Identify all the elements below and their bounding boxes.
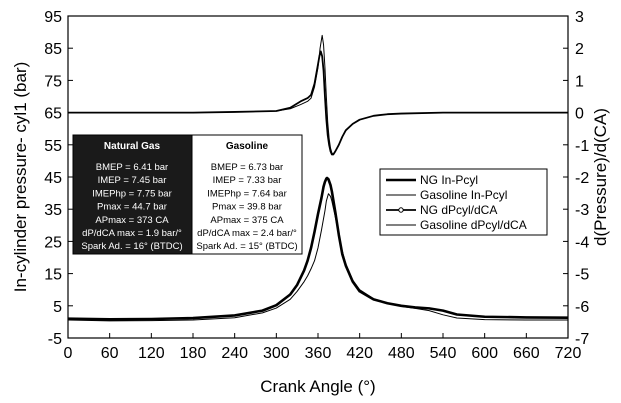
info-box-ng-line: dP/dCA max = 1.9 bar/° xyxy=(82,228,182,239)
legend-marker xyxy=(398,207,404,213)
y-tick-label: 85 xyxy=(44,41,62,58)
x-tick-label: 420 xyxy=(346,345,373,362)
x-tick-label: 60 xyxy=(101,345,119,362)
y-tick-label: 45 xyxy=(44,170,62,187)
info-box-ng-lines: BMEP = 6.41 bar IMEP = 7.45 bar IMEPhp = 7… xyxy=(81,162,182,252)
y-tick-label: 55 xyxy=(44,138,62,155)
y-tick-label: 5 xyxy=(53,299,62,316)
x-tick-label: 300 xyxy=(263,345,290,362)
x-tick-label: 660 xyxy=(513,345,540,362)
y2-tick-label: -3 xyxy=(575,202,589,219)
legend-label: Gasoline In-Pcyl xyxy=(420,188,507,202)
info-box-ng-line: IMEP = 7.45 bar xyxy=(98,175,167,186)
info-box-ng-line: Pmax = 44.7 bar xyxy=(97,202,167,213)
y2-tick-label: -5 xyxy=(575,267,589,284)
x-tick-label: 360 xyxy=(305,345,332,362)
info-box-ng-line: IMEPhp = 7.75 bar xyxy=(92,188,171,199)
info-box-ng-line: APmax = 373 CA xyxy=(95,215,169,226)
y2-tick-label: -2 xyxy=(575,170,589,187)
info-box-gasoline-panel xyxy=(191,134,303,255)
x-tick-label: 480 xyxy=(388,345,415,362)
info-box-gasoline-line: Pmax = 39.8 bar xyxy=(212,202,282,213)
y2-tick-label: -4 xyxy=(575,234,589,251)
y-tick-label: -5 xyxy=(48,331,62,348)
x-axis-title: Crank Angle (°) xyxy=(260,377,375,396)
series-line-4 xyxy=(68,34,568,155)
y-tick-label: 25 xyxy=(44,234,62,251)
legend-label: NG dPcyl/dCA xyxy=(420,203,497,217)
y-tick-label: 15 xyxy=(44,267,62,284)
info-box-gasoline-line: BMEP = 6.73 bar xyxy=(211,162,283,173)
info-box-gasoline-line: dP/dCA max = 2.4 bar/° xyxy=(197,228,297,239)
info-box-ng-panel xyxy=(72,134,193,255)
y2-tick-label: -1 xyxy=(575,138,589,155)
x-tick-label: 240 xyxy=(221,345,248,362)
x-tick-label: 600 xyxy=(471,345,498,362)
y-tick-label: 35 xyxy=(44,202,62,219)
info-box-ng-line: Spark Ad. = 16° (BTDC) xyxy=(81,241,182,252)
x-tick-label: 120 xyxy=(138,345,165,362)
ticks-layer: 95 85 75 65 55 45 35 25 15 5 -5 3 2 1 0 -1 -2 -3 -4 -5 -6 -7 0… xyxy=(44,9,589,362)
info-box-gasoline-lines: BMEP = 6.73 bar IMEP = 7.33 bar IMEPhp = 7… xyxy=(196,162,297,252)
y-tick-label: 95 xyxy=(44,9,62,26)
series-line-1 xyxy=(67,176,569,321)
info-box-gasoline-line: IMEPhp = 7.64 bar xyxy=(207,188,286,199)
y-tick-label: 65 xyxy=(44,106,62,123)
y2-tick-label: 2 xyxy=(575,41,584,58)
series-layer xyxy=(67,34,569,322)
x-tick-label: 0 xyxy=(64,345,73,362)
legend-label: NG In-Pcyl xyxy=(420,173,478,187)
x-tick-label: 180 xyxy=(180,345,207,362)
info-box: Natural Gas Gasoline BMEP = 6.41 bar IMEP… xyxy=(72,134,303,255)
x-tick-label: 540 xyxy=(430,345,457,362)
info-box-ng-title: Natural Gas xyxy=(104,141,161,152)
info-box-ng-line: BMEP = 6.41 bar xyxy=(96,162,168,173)
y2-tick-label: -7 xyxy=(575,331,589,348)
y2-tick-label: 1 xyxy=(575,73,584,90)
series-line-2 xyxy=(67,193,568,322)
y2-axis-title: d(Pressure)/d(CA) xyxy=(591,108,610,246)
y-tick-label: 75 xyxy=(44,73,62,90)
info-box-gasoline-line: Spark Ad. = 15° (BTDC) xyxy=(196,241,297,252)
y2-tick-label: -6 xyxy=(575,299,589,316)
y2-tick-label: 3 xyxy=(575,9,584,26)
info-box-gasoline-line: IMEP = 7.33 bar xyxy=(213,175,282,186)
y2-tick-label: 0 xyxy=(575,106,584,123)
info-box-gasoline-line: APmax = 375 CA xyxy=(210,215,284,226)
info-box-gasoline-title: Gasoline xyxy=(226,141,269,152)
y-axis-title: In-cylinder pressure- cyl1 (bar) xyxy=(11,62,30,293)
x-tick-label: 720 xyxy=(555,345,582,362)
legend-label: Gasoline dPcyl/dCA xyxy=(420,218,527,232)
